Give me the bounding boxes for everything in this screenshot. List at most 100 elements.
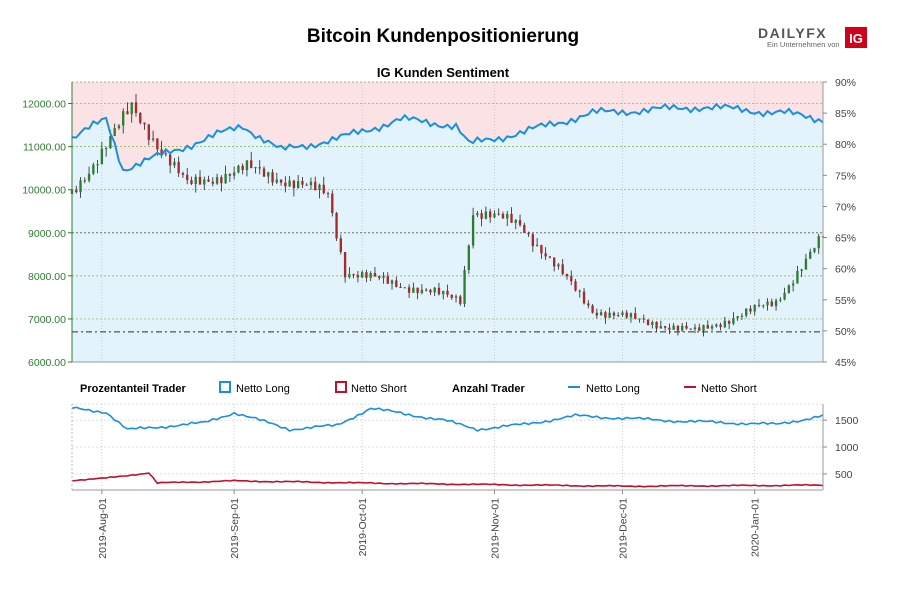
candle-down xyxy=(198,176,202,185)
candle-up xyxy=(791,283,795,286)
candle-down xyxy=(719,324,722,328)
candle-up xyxy=(442,290,445,295)
candle-up xyxy=(745,308,748,316)
candle-up xyxy=(710,326,714,329)
candle-up xyxy=(296,181,300,189)
net-long-percent-line xyxy=(71,102,824,172)
candle-down xyxy=(561,264,564,275)
price-tick-label: 7000.00 xyxy=(28,314,66,326)
candle-up xyxy=(804,258,808,270)
candle-up xyxy=(232,172,236,176)
candle-up xyxy=(382,276,385,279)
candle-down xyxy=(518,220,522,225)
candle-up xyxy=(173,161,176,166)
candle-up xyxy=(224,173,227,184)
candle-up xyxy=(96,164,99,166)
candle-down xyxy=(207,179,210,182)
candle-down xyxy=(437,287,441,295)
candle-down xyxy=(424,289,428,291)
date-tick-label: 2019-Nov-01 xyxy=(489,498,501,559)
candle-down xyxy=(544,253,547,257)
candle-up xyxy=(245,160,249,171)
candle-up xyxy=(659,326,663,329)
candle-down xyxy=(578,290,581,292)
candle-down xyxy=(548,256,552,258)
candle-down xyxy=(634,313,637,319)
candle-up xyxy=(467,245,471,270)
net-long-percent-series xyxy=(71,102,824,172)
price-tick-label: 9000.00 xyxy=(28,228,66,240)
net-long-count-line xyxy=(71,406,824,432)
candle-down xyxy=(164,153,168,155)
candle-down xyxy=(386,276,389,284)
candle-down xyxy=(587,303,590,306)
candle-down xyxy=(757,304,761,306)
candle-down xyxy=(339,238,342,252)
candle-down xyxy=(147,124,150,140)
candle-down xyxy=(356,274,360,278)
candle-down xyxy=(177,161,180,174)
candle-up xyxy=(766,301,769,306)
candle-up xyxy=(506,213,509,219)
candle-down xyxy=(553,257,556,267)
candle-down xyxy=(186,174,189,181)
candle-down xyxy=(646,319,650,326)
candle-up xyxy=(493,213,496,218)
candle-down xyxy=(399,286,402,288)
candle-up xyxy=(702,325,705,331)
candle-down xyxy=(642,318,645,320)
candle-down xyxy=(262,168,266,177)
net-short-count-series xyxy=(71,472,824,488)
candle-up xyxy=(360,272,364,278)
price-tick-label: 12000.00 xyxy=(22,99,66,111)
candle-up xyxy=(753,304,756,312)
candle-down xyxy=(407,287,411,293)
legend-long-pct-swatch xyxy=(219,381,231,393)
candle-down xyxy=(331,193,334,214)
legend-short-pct: Netto Short xyxy=(351,383,407,395)
candle-down xyxy=(685,325,688,329)
candle-down xyxy=(271,172,274,183)
candle-down xyxy=(365,272,368,278)
candle-up xyxy=(715,324,718,327)
date-tick-label: 2019-Oct-01 xyxy=(357,498,369,557)
logo-badge: IG xyxy=(849,31,863,46)
candle-up xyxy=(122,111,125,126)
candle-up xyxy=(454,296,458,298)
candle-down xyxy=(574,281,577,291)
candle-down xyxy=(335,213,338,239)
candle-up xyxy=(130,102,133,115)
percent-tick-label: 60% xyxy=(835,264,856,276)
candle-down xyxy=(527,232,530,235)
logo-text: DAILYFX xyxy=(758,25,827,41)
candle-down xyxy=(241,165,244,171)
candle-up xyxy=(100,148,104,165)
legend-long-pct: Netto Long xyxy=(236,383,290,395)
candle-up xyxy=(740,315,744,317)
candle-up xyxy=(535,244,539,247)
candle-down xyxy=(655,321,658,329)
candle-down xyxy=(510,213,513,223)
candle-down xyxy=(523,224,526,233)
candle-down xyxy=(450,294,453,298)
candle-down xyxy=(156,138,159,150)
candle-down xyxy=(83,180,86,182)
candle-up xyxy=(412,287,415,293)
candle-down xyxy=(689,328,692,330)
candle-down xyxy=(706,325,709,329)
candle-up xyxy=(621,312,624,316)
price-axis-labels: 6000.00 7000.00 8000.00 9000.00 10000.00 1100… xyxy=(22,99,72,369)
candle-down xyxy=(352,274,355,276)
candle-down xyxy=(292,180,296,189)
candle-up xyxy=(237,165,240,173)
candle-down xyxy=(531,234,535,247)
candle-down xyxy=(749,308,752,312)
candle-down xyxy=(625,312,628,318)
reference-lines xyxy=(72,232,823,333)
candle-down xyxy=(488,211,492,218)
legend-short-cnt: Netto Short xyxy=(701,383,757,395)
candle-up xyxy=(796,270,799,284)
candle-down xyxy=(604,312,607,318)
candle-up xyxy=(599,312,603,316)
date-tick-label: 2019-Aug-01 xyxy=(97,498,109,559)
